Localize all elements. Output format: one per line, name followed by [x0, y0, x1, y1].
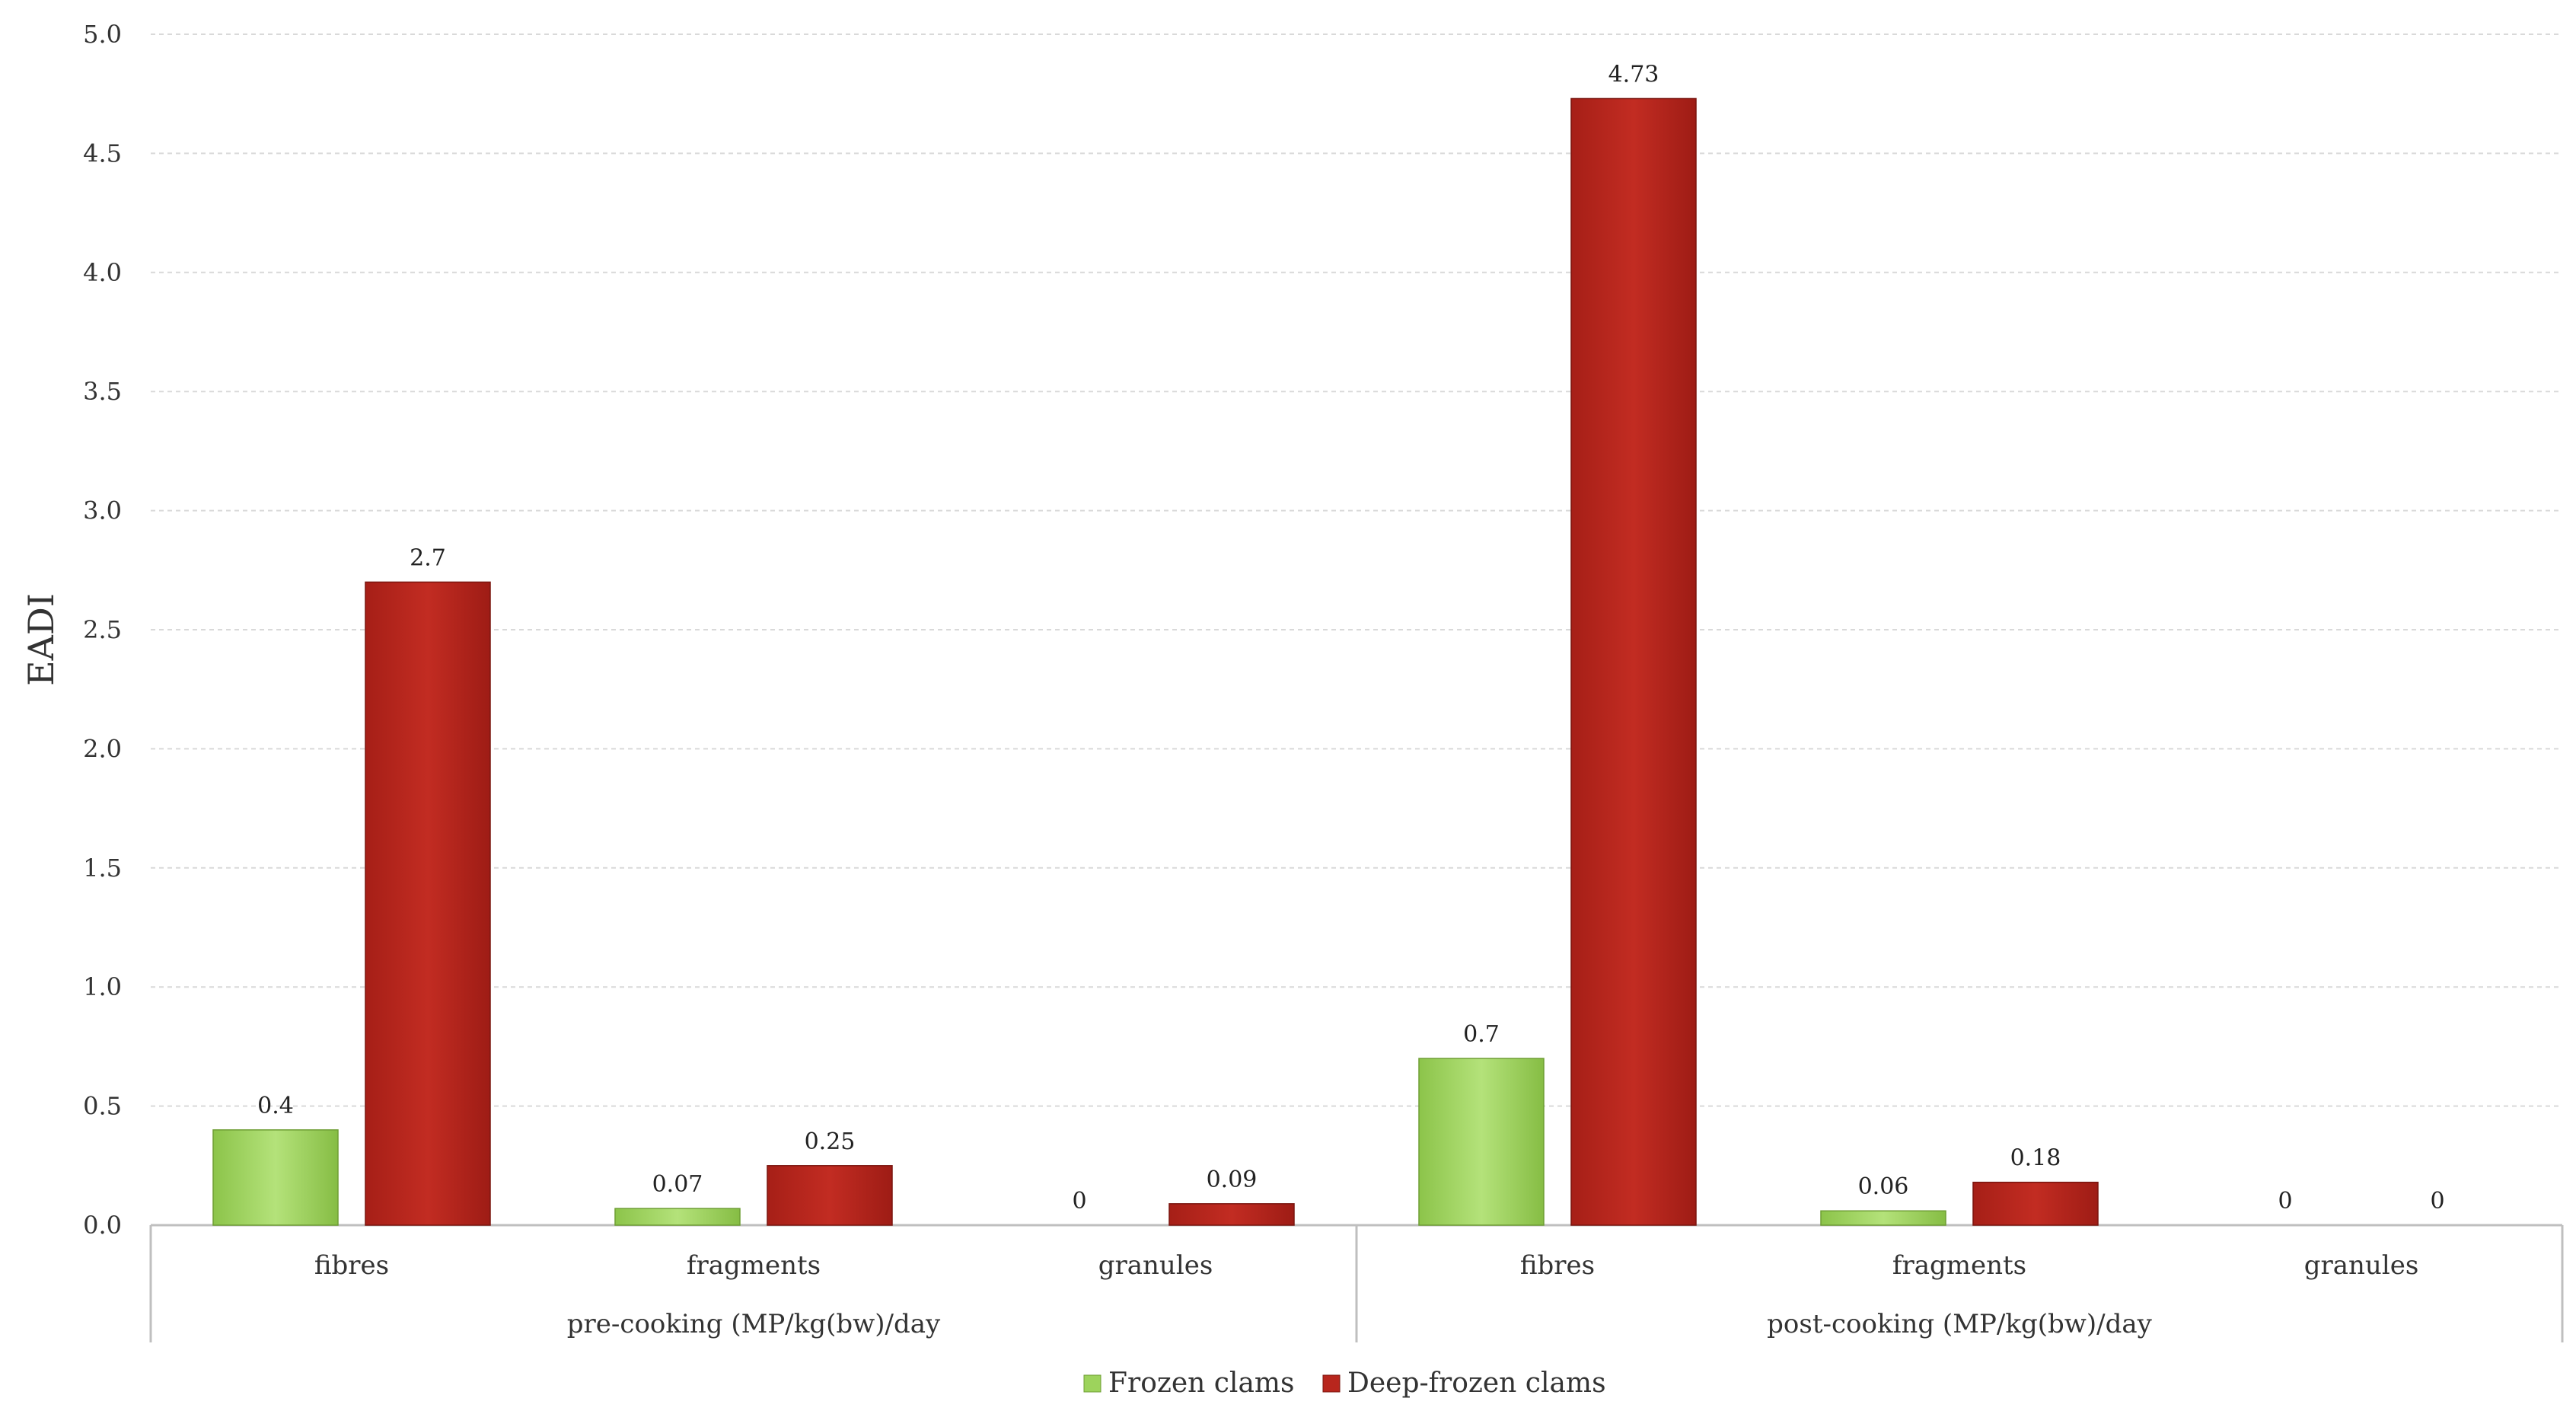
- labels: 0.0 0.5 1.0 1.5 2.0 2.5 3.0 3.5 4.0 4.5 5.0 0.4 2.7 f…: [83, 20, 2444, 1339]
- y-tick-label: 4.5: [83, 139, 122, 168]
- data-label-deep-frozen-clams: 0: [2430, 1188, 2444, 1215]
- bar-deep-frozen-clams: [365, 581, 491, 1226]
- bar-deep-frozen-clams: [767, 1165, 893, 1226]
- legend: Frozen clams Deep-frozen clams: [1083, 1368, 1606, 1399]
- y-tick-label: 0.5: [83, 1092, 122, 1121]
- data-label-deep-frozen-clams: 4.73: [1608, 61, 1659, 88]
- y-tick-label: 2.5: [83, 615, 122, 644]
- bar-frozen-clams: [1418, 1058, 1545, 1226]
- x-category-label: fibres: [1520, 1250, 1595, 1281]
- data-label-frozen-clams: 0.7: [1463, 1021, 1500, 1048]
- y-tick-label: 1.5: [83, 854, 122, 883]
- data-label-frozen-clams: 0.4: [257, 1093, 294, 1119]
- legend-label-deep-frozen-clams: Deep-frozen clams: [1347, 1368, 1606, 1399]
- bar-frozen-clams: [212, 1129, 339, 1226]
- data-label-deep-frozen-clams: 2.7: [410, 544, 446, 571]
- data-label-deep-frozen-clams: 0.25: [805, 1128, 856, 1155]
- y-axis-title: EADI: [21, 593, 62, 686]
- bar-frozen-clams: [1820, 1210, 1946, 1226]
- y-tick-label: 3.5: [83, 377, 122, 406]
- x-category-label: granules: [1098, 1250, 1213, 1281]
- data-label-frozen-clams: 0: [2278, 1188, 2292, 1215]
- y-tick-label: 1.0: [83, 972, 122, 1001]
- legend-label-frozen-clams: Frozen clams: [1108, 1368, 1295, 1399]
- data-label-frozen-clams: 0.06: [1858, 1173, 1909, 1200]
- y-tick-label: 0.0: [83, 1211, 122, 1240]
- data-label-frozen-clams: 0: [1072, 1188, 1086, 1215]
- x-group-label: post-cooking (MP/kg(bw)/day: [1767, 1309, 2152, 1339]
- bar-deep-frozen-clams: [1168, 1203, 1295, 1226]
- y-tick-label: 2.0: [83, 734, 122, 763]
- x-group-label: pre-cooking (MP/kg(bw)/day: [567, 1309, 941, 1339]
- y-tick-label: 4.0: [83, 258, 122, 287]
- gridlines: [151, 34, 2562, 1107]
- bar-deep-frozen-clams: [1972, 1181, 2099, 1226]
- bar-frozen-clams: [614, 1208, 741, 1226]
- bars: [212, 97, 2099, 1226]
- data-label-deep-frozen-clams: 0.09: [1207, 1167, 1258, 1193]
- y-tick-label: 3.0: [83, 496, 122, 525]
- x-category-label: fibres: [314, 1250, 389, 1281]
- legend-swatch-deep-frozen-clams: [1322, 1374, 1341, 1393]
- data-label-frozen-clams: 0.07: [652, 1171, 703, 1198]
- y-tick-label: 5.0: [83, 20, 122, 49]
- x-category-label: granules: [2304, 1250, 2419, 1281]
- bar-deep-frozen-clams: [1570, 97, 1697, 1226]
- legend-swatch-frozen-clams: [1083, 1374, 1101, 1393]
- x-category-label: fragments: [1892, 1250, 2026, 1281]
- x-category-label: fragments: [687, 1250, 821, 1281]
- data-label-deep-frozen-clams: 0.18: [2010, 1145, 2061, 1172]
- axes: [149, 1224, 2564, 1342]
